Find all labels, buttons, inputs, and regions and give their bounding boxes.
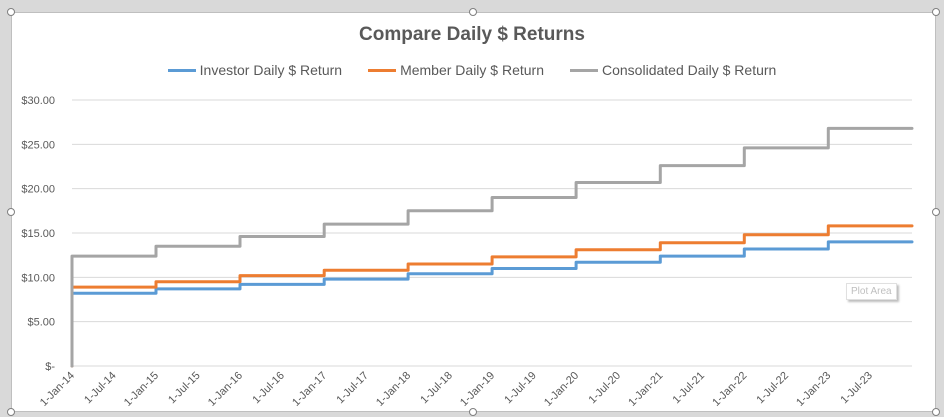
legend-label-consolidated: Consolidated Daily $ Return [602,62,777,78]
y-tick-label: $25.00 [21,139,55,151]
resize-handle-bottom[interactable] [469,408,477,416]
resize-handle-left[interactable] [7,208,15,216]
legend-item-investor[interactable]: Investor Daily $ Return [167,62,343,78]
x-tick-label: 1-Jul-19 [502,370,539,407]
legend-label-investor: Investor Daily $ Return [199,62,343,78]
plot-area-tooltip: Plot Area [846,283,897,300]
resize-handle-top-left[interactable] [7,8,15,16]
x-tick-label: 1-Jul-16 [250,370,287,407]
legend-item-member[interactable]: Member Daily $ Return [368,62,544,78]
x-tick-label: 1-Jul-18 [418,370,455,407]
x-tick-label: 1-Jan-23 [794,370,833,409]
legend-swatch-consolidated [570,68,598,72]
series-line-member[interactable] [70,224,914,368]
series-line-consolidated[interactable] [70,126,914,368]
x-tick-label: 1-Jul-20 [586,370,623,407]
x-tick-label: 1-Jan-17 [290,370,329,409]
resize-handle-bottom-left[interactable] [7,408,15,416]
x-tick-label: 1-Jan-18 [374,370,413,409]
legend-swatch-investor [167,68,196,72]
x-tick-label: 1-Jan-21 [626,370,665,409]
x-tick-label: 1-Jul-17 [334,370,371,407]
y-axis-labels: $- $5.00 $10.00 $15.00 $20.00 $25.00 $30.00 [21,95,55,373]
resize-handle-bottom-right[interactable] [932,408,940,416]
x-tick-label: 1-Jul-21 [670,370,707,407]
y-tick-label: $15.00 [21,228,55,240]
y-tick-label: $5.00 [27,317,55,329]
x-axis-labels: 1-Jan-14 1-Jul-14 1-Jan-15 1-Jul-15 1-Jan-16… [38,370,875,409]
x-tick-label: 1-Jan-19 [458,370,497,409]
y-tick-label: $30.00 [21,95,55,107]
chart-title[interactable]: Compare Daily $ Returns [359,24,585,45]
resize-handle-top-right[interactable] [932,8,940,16]
legend-swatch-member [368,68,397,72]
resize-handle-top[interactable] [469,8,477,16]
series-lines [70,126,914,368]
x-tick-label: 1-Jan-16 [206,370,245,409]
series-line-investor[interactable] [70,240,914,368]
y-tick-label: $20.00 [21,184,55,196]
gridlines [72,99,912,367]
y-tick-label: $- [45,361,55,373]
legend-item-consolidated[interactable]: Consolidated Daily $ Return [570,62,776,78]
x-tick-label: 1-Jan-14 [38,370,77,409]
x-tick-label: 1-Jan-15 [122,370,161,409]
x-tick-label: 1-Jan-22 [710,370,749,409]
x-tick-label: 1-Jul-23 [838,370,875,407]
resize-handle-right[interactable] [932,208,940,216]
x-tick-label: 1-Jul-22 [754,370,791,407]
legend[interactable]: Investor Daily $ Return Member Daily $ R… [0,62,944,78]
x-tick-label: 1-Jul-15 [166,370,203,407]
y-tick-label: $10.00 [21,272,55,284]
x-tick-label: 1-Jul-14 [82,370,119,407]
legend-label-member: Member Daily $ Return [400,62,544,78]
x-tick-label: 1-Jan-20 [542,370,581,409]
